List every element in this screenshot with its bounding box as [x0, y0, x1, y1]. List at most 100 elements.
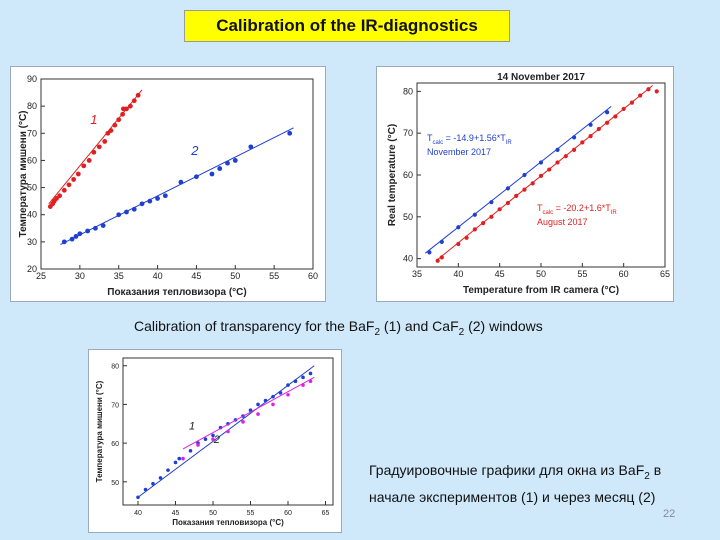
y-tick-label: 60: [403, 170, 413, 180]
data-point-series-2: [124, 209, 129, 215]
x-tick-label: 60: [284, 510, 292, 517]
series-label-1: 1: [90, 112, 97, 127]
y-tick-label: 50: [111, 480, 119, 487]
x-tick-label: 45: [191, 271, 201, 281]
data-point-series-1: [427, 250, 432, 255]
data-point-series-2: [308, 379, 313, 384]
x-tick-label: 30: [75, 271, 85, 281]
data-point-series-1: [308, 371, 313, 376]
data-point-series-2: [489, 214, 494, 219]
y-axis-label: Температура мишени (°C): [95, 380, 104, 482]
data-point-series-1: [120, 111, 125, 117]
data-point-series-2: [139, 201, 145, 207]
x-axis-label: Показания тепловизора (°C): [107, 287, 246, 298]
data-point-series-1: [505, 186, 511, 191]
data-point-series-2: [232, 158, 238, 163]
russian-caption: Градуировочные графики для окна из BaF2 …: [369, 462, 662, 505]
data-point-series-2: [116, 212, 122, 218]
series-label-1: 1: [189, 421, 195, 433]
data-point-series-2: [226, 429, 230, 434]
data-point-series-2: [596, 126, 601, 132]
data-point-series-1: [571, 135, 577, 140]
fit-line-series-2: [182, 376, 315, 450]
x-tick-label: 45: [172, 510, 180, 517]
data-point-series-2: [271, 402, 275, 407]
data-point-series-2: [547, 167, 552, 172]
fit-line-series-1: [424, 106, 612, 254]
data-point-series-1: [211, 433, 215, 438]
data-point-series-1: [102, 139, 108, 144]
x-tick-label: 50: [209, 510, 217, 517]
fit-line-series-1: [137, 365, 315, 498]
data-point-series-2: [194, 174, 199, 180]
equation-august: Tcalc = -20.2+1.6*TIR: [537, 203, 617, 216]
data-point-series-1: [166, 468, 170, 472]
data-point-series-1: [112, 122, 118, 128]
chart-2-svg: 35 40 45 50 55 60 65 40 50 60 70 80 14 November 2017…: [387, 72, 670, 296]
y-tick-label: 70: [403, 128, 413, 138]
x-tick-label: 55: [577, 269, 587, 279]
x-axis-label: Temperature from IR camera (°C): [463, 285, 619, 296]
data-point-series-2: [211, 437, 215, 442]
caption: Calibration of transparency for the BaF2…: [134, 318, 543, 338]
data-point-series-1: [263, 398, 268, 403]
data-point-series-2: [286, 392, 290, 397]
equation-november: Tcalc = -14.9+1.56*TIR: [427, 133, 512, 146]
y-tick-label: 40: [403, 254, 413, 264]
data-point-series-2: [563, 154, 568, 159]
label-august: August 2017: [537, 217, 588, 227]
x-axis-label: Показания тепловизора (°C): [172, 518, 284, 527]
y-tick-label: 20: [27, 264, 37, 274]
data-point-series-2: [538, 173, 544, 178]
data-point-series-2: [73, 234, 79, 239]
y-tick-label: 30: [27, 237, 37, 247]
y-tick-label: 90: [27, 74, 37, 84]
fit-line-series-1: [48, 89, 143, 205]
data-point-series-2: [646, 87, 651, 92]
y-tick-label: 50: [27, 183, 37, 193]
data-point-series-2: [217, 166, 223, 171]
x-tick-label: 40: [134, 510, 142, 517]
y-tick-label: 40: [27, 210, 37, 220]
data-point-series-2: [69, 236, 75, 242]
data-point-series-1: [75, 171, 81, 177]
data-point-series-1: [158, 476, 163, 480]
chart-title: 14 November 2017: [497, 72, 585, 83]
slide-title: Calibration of the IR-diagnostics: [184, 10, 510, 42]
y-tick-label: 80: [27, 101, 37, 111]
data-point-series-2: [155, 196, 160, 201]
data-point-series-2: [497, 207, 502, 212]
data-point-series-2: [100, 223, 106, 228]
data-point-series-2: [555, 160, 560, 165]
x-tick-label: 50: [230, 271, 240, 281]
y-tick-label: 60: [27, 155, 37, 165]
data-point-series-1: [81, 163, 87, 169]
data-point-series-1: [286, 383, 290, 387]
data-point-series-2: [629, 100, 635, 105]
data-point-series-2: [77, 231, 83, 237]
data-point-series-2: [241, 420, 245, 424]
data-point-series-2: [61, 239, 67, 245]
data-point-series-1: [278, 391, 283, 395]
y-axis-label: Real temperature (°C): [387, 124, 398, 226]
data-point-series-1: [105, 130, 111, 136]
data-point-series-1: [538, 160, 544, 165]
data-point-series-2: [85, 228, 91, 234]
data-point-series-2: [514, 193, 519, 199]
y-tick-label: 70: [111, 402, 119, 409]
fit-line-series-2: [60, 127, 294, 246]
data-point-series-1: [136, 495, 140, 500]
x-tick-label: 60: [308, 271, 318, 281]
y-tick-label: 80: [111, 364, 119, 371]
data-point-series-1: [96, 144, 102, 150]
x-tick-label: 65: [322, 510, 330, 517]
data-point-series-2: [588, 134, 593, 139]
data-point-series-1: [439, 239, 444, 245]
data-point-series-1: [54, 196, 59, 201]
data-point-series-1: [71, 177, 77, 182]
data-point-series-2: [621, 106, 626, 112]
data-point-series-1: [293, 379, 298, 384]
data-point-series-2: [613, 114, 618, 119]
data-point-series-1: [135, 92, 141, 98]
data-point-series-1: [203, 437, 208, 442]
